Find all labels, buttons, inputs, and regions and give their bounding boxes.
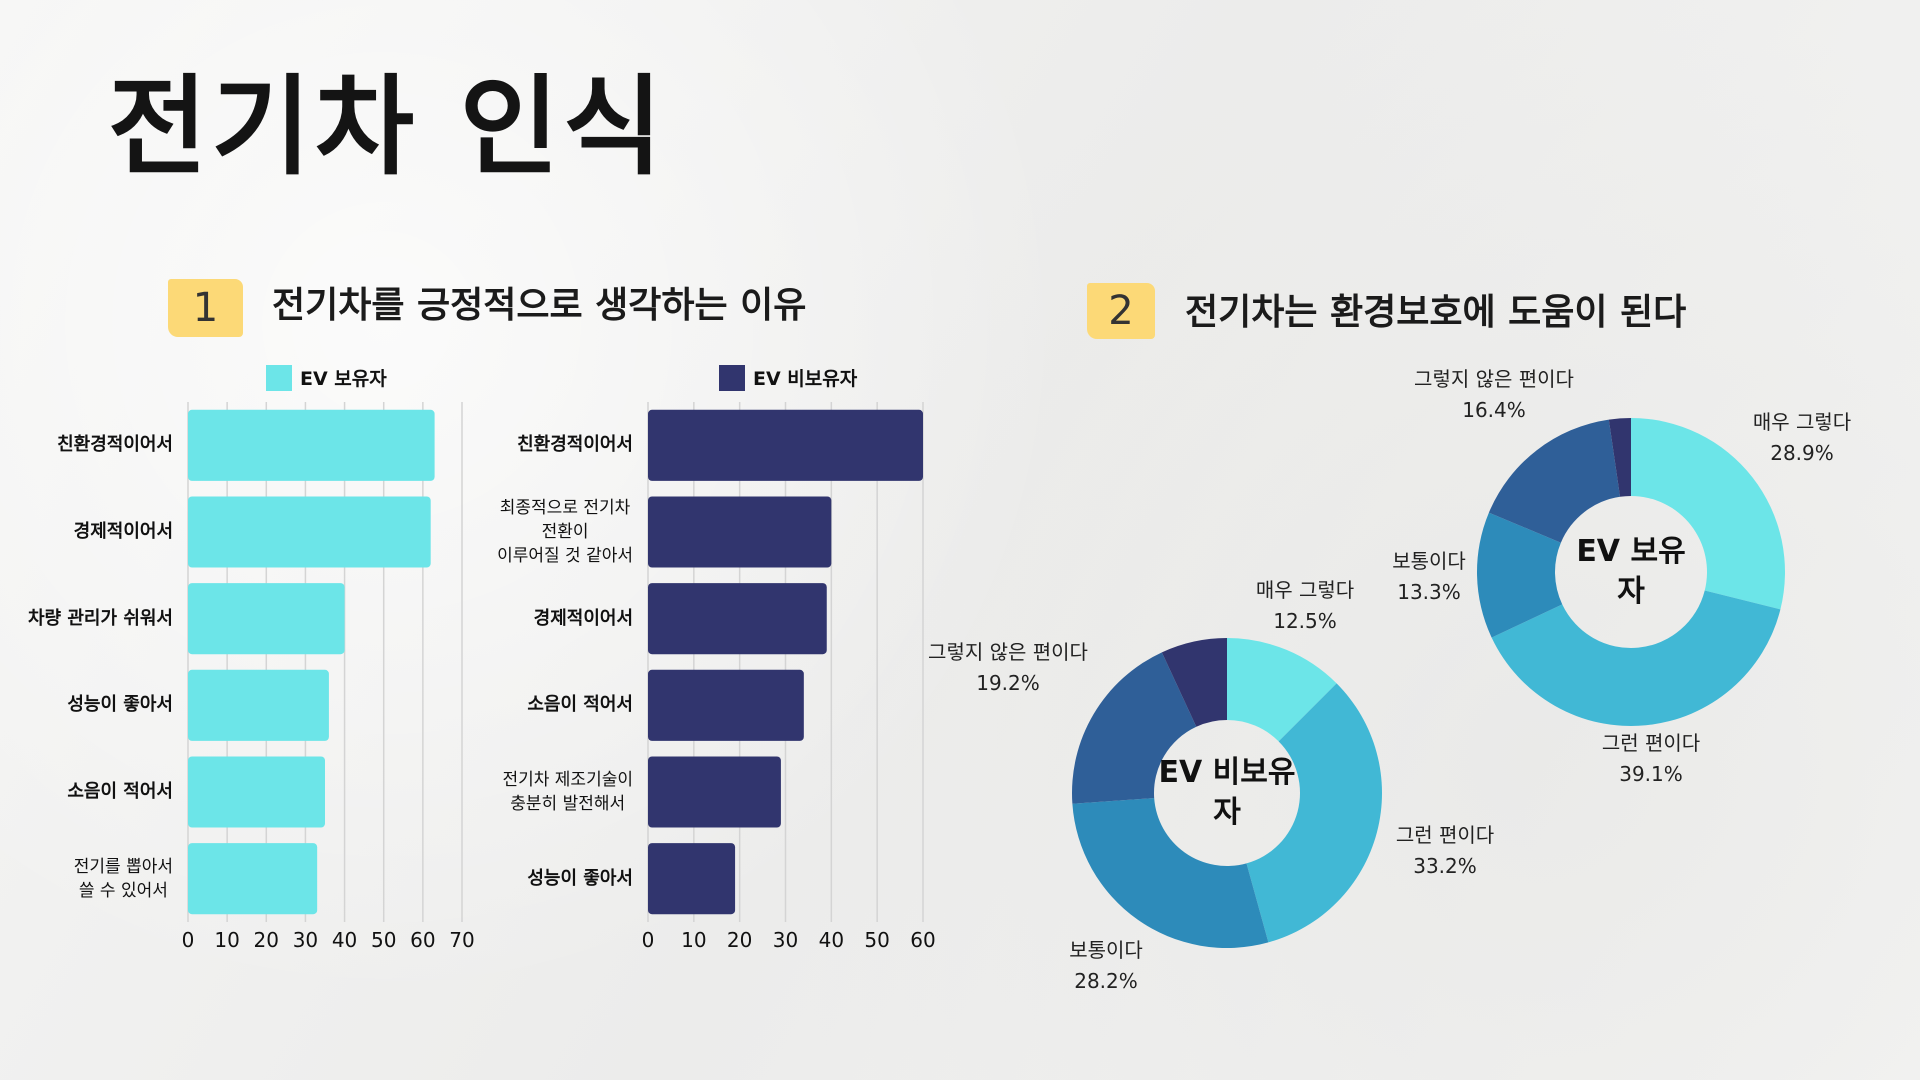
legend-ev-owner: EV 보유자 [266,364,387,391]
donut-slice [1161,638,1227,727]
slice-label: 그렇지 않은 편이다 19.2% [928,637,1088,699]
slice-value: 19.2% [976,671,1040,695]
category-label: 전기차 제조기술이 충분히 발전해서 [502,770,633,814]
slice-label: 보통이다 13.3% [1392,546,1466,608]
slice-value: 39.1% [1619,762,1683,786]
bar [188,496,431,568]
x-tick-label: 70 [449,928,475,952]
bar [648,496,832,568]
bar [648,843,736,915]
bar [648,409,923,481]
donut-center-label: EV 비보유 자 [1158,755,1296,830]
bar [648,669,804,741]
category-label: 차량 관리가 쉬워서 [27,607,173,629]
category-label: 친환경적이어서 [517,434,633,456]
slice-name: 그렇지 않은 편이다 [928,640,1088,664]
x-tick-label: 10 [681,928,707,952]
legend-ev-non-owner: EV 비보유자 [719,364,857,391]
bar [648,756,781,828]
category-label: 소음이 적어서 [67,781,173,802]
section-1-heading: 전기차를 긍정적으로 생각하는 이유 [272,285,807,326]
category-label: 성능이 좋아서 [527,867,633,889]
slice-label: 그렇지 않은 편이다 16.4% [1414,364,1574,426]
x-tick-label: 0 [181,928,195,952]
category-label: 경제적이어서 [533,607,633,629]
category-label: 전기를 뽑아서 쓸 수 있어서 [73,856,173,901]
slice-name: 매우 그렇다 [1752,410,1852,434]
donut-slice [1608,418,1631,497]
donut-slice [1072,798,1269,948]
section-1-badge: 1 [168,279,243,337]
slice-name: 그런 편이다 [1601,731,1701,755]
bar [188,843,318,915]
donut-slice [1477,512,1563,638]
legend-swatch [719,364,745,391]
slice-name: 매우 그렇다 [1255,578,1355,602]
slice-label: 보통이다 28.2% [1069,935,1143,997]
slice-value: 33.2% [1413,854,1477,878]
x-tick-label: 60 [910,928,936,952]
x-tick-label: 50 [370,928,397,952]
bar [648,583,827,655]
slice-label: 매우 그렇다 12.5% [1256,575,1354,637]
x-tick-label: 40 [331,928,358,952]
x-tick-label: 50 [864,928,890,952]
section-2-heading: 전기차는 환경보호에 도움이 된다 [1185,292,1687,333]
slice-label: 매우 그렇다 28.9% [1753,407,1851,469]
slice-value: 28.2% [1074,969,1138,993]
x-tick-label: 10 [214,928,240,952]
bar [188,583,345,655]
legend-label: EV 보유자 [300,368,387,390]
legend-swatch [266,364,292,391]
donut-slice [1246,683,1382,943]
bar [188,669,329,741]
category-label: 경제적이어서 [73,521,173,542]
slice-label: 그런 편이다 39.1% [1602,728,1700,790]
donut-slice [1072,652,1197,804]
slice-name: 그렇지 않은 편이다 [1414,367,1574,391]
donut-center-label: EV 보유 자 [1576,534,1686,609]
x-tick-label: 20 [253,928,280,952]
slice-value: 13.3% [1397,580,1461,604]
x-tick-label: 30 [772,928,799,952]
section-2-badge: 2 [1087,283,1155,339]
donut-slice [1631,418,1785,610]
category-label: 소음이 적어서 [527,694,633,716]
page-title: 전기차 인식 [108,65,667,190]
slice-name: 그런 편이다 [1395,823,1495,847]
donut-slice [1488,419,1621,543]
slice-value: 16.4% [1462,398,1526,422]
x-tick-label: 40 [818,928,845,952]
slice-label: 그런 편이다 33.2% [1396,820,1494,882]
donut-slice [1227,638,1337,742]
x-tick-label: 60 [410,928,436,952]
donut-slice [1491,590,1781,727]
category-label: 성능이 좋아서 [67,694,173,716]
x-tick-label: 20 [726,928,753,952]
bar [188,756,325,828]
x-tick-label: 0 [641,928,655,952]
slice-value: 28.9% [1770,441,1834,465]
slice-name: 보통이다 [1392,549,1466,573]
slice-name: 보통이다 [1069,938,1143,962]
category-label: 친환경적이어서 [57,434,173,456]
legend-label: EV 비보유자 [753,368,858,390]
x-tick-label: 30 [292,928,319,952]
bar [188,409,435,481]
category-label: 최종적으로 전기차 전환이 이루어질 것 같아서 [497,498,633,566]
slice-value: 12.5% [1273,609,1337,633]
